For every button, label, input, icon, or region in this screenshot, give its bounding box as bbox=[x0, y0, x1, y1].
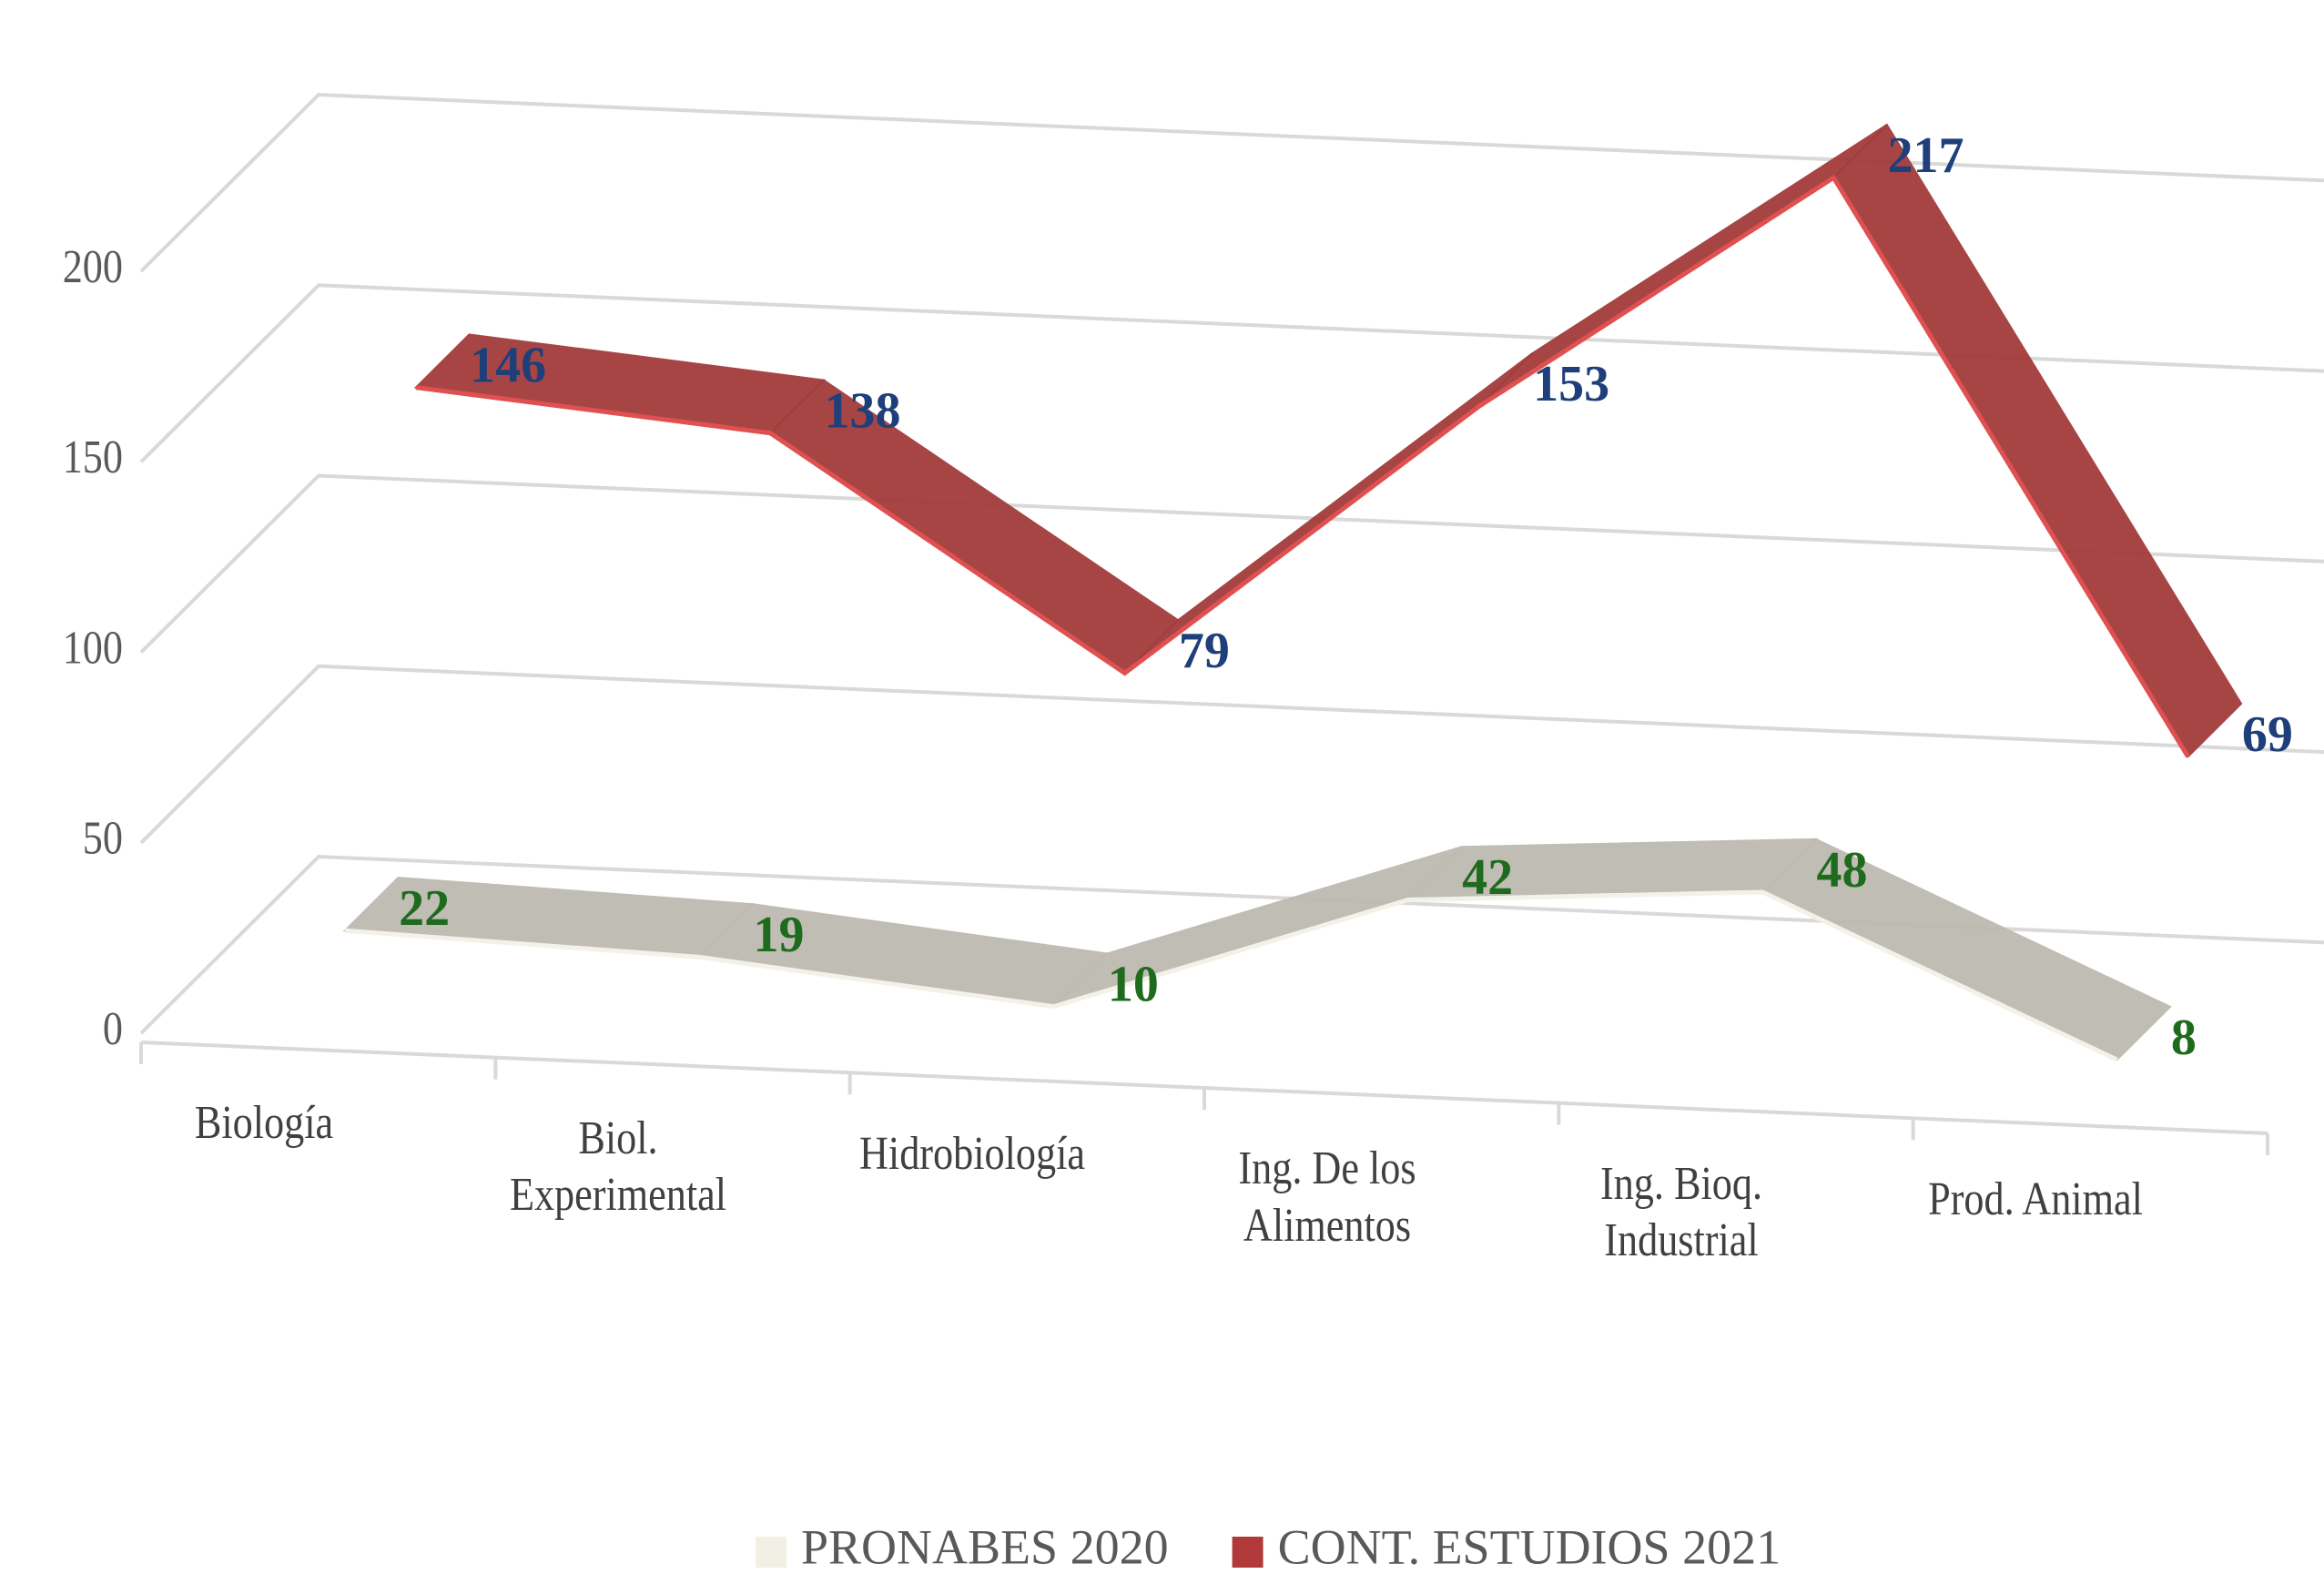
y-tick-label: 200 bbox=[63, 241, 123, 293]
data-label: 22 bbox=[399, 880, 450, 937]
legend-swatch bbox=[756, 1537, 787, 1568]
legend-swatch bbox=[1232, 1537, 1263, 1568]
data-label: 8 bbox=[2171, 1010, 2197, 1066]
y-tick-label: 150 bbox=[63, 432, 123, 483]
data-label: 146 bbox=[470, 337, 546, 393]
data-label: 42 bbox=[1462, 849, 1513, 906]
legend-label: PRONABES 2020 bbox=[801, 1519, 1169, 1574]
y-tick-label: 100 bbox=[63, 622, 123, 674]
x-tick-label: Prod. Animal bbox=[1928, 1173, 2144, 1225]
series-line bbox=[344, 889, 2118, 1062]
data-label: 153 bbox=[1533, 356, 1609, 412]
grid-line bbox=[139, 473, 2324, 654]
data-label: 79 bbox=[1179, 623, 1230, 679]
data-label: 10 bbox=[1108, 956, 1159, 1012]
x-tick-label: Biol. Experimental bbox=[509, 1112, 727, 1222]
y-tick-label: 0 bbox=[103, 1003, 123, 1055]
grid-line bbox=[139, 854, 2324, 1035]
series-line bbox=[415, 174, 2190, 758]
x-tick-label: Ing. Bioq. Industrial bbox=[1599, 1158, 1763, 1267]
data-label: 138 bbox=[825, 383, 901, 440]
series: 146 138 79 153 217 69 bbox=[413, 123, 2293, 763]
data-label: 48 bbox=[1817, 842, 1868, 899]
grid-line bbox=[139, 283, 2324, 463]
data-label: 69 bbox=[2242, 706, 2293, 763]
x-tick-label: Ing. De los Alimentos bbox=[1238, 1142, 1416, 1252]
series: 22 19 10 42 48 8 bbox=[342, 838, 2197, 1066]
x-tick-label: Hidrobiología bbox=[859, 1127, 1086, 1180]
y-tick-label: 50 bbox=[83, 812, 123, 864]
grid-line bbox=[139, 92, 2324, 273]
ribbon-segment bbox=[1832, 123, 2243, 758]
grid-line bbox=[139, 664, 2324, 845]
legend-label: CONT. ESTUDIOS 2021 bbox=[1278, 1519, 1781, 1574]
x-tick-label: Biología bbox=[194, 1097, 333, 1150]
data-label: 19 bbox=[754, 907, 805, 963]
data-label: 217 bbox=[1888, 127, 1964, 184]
